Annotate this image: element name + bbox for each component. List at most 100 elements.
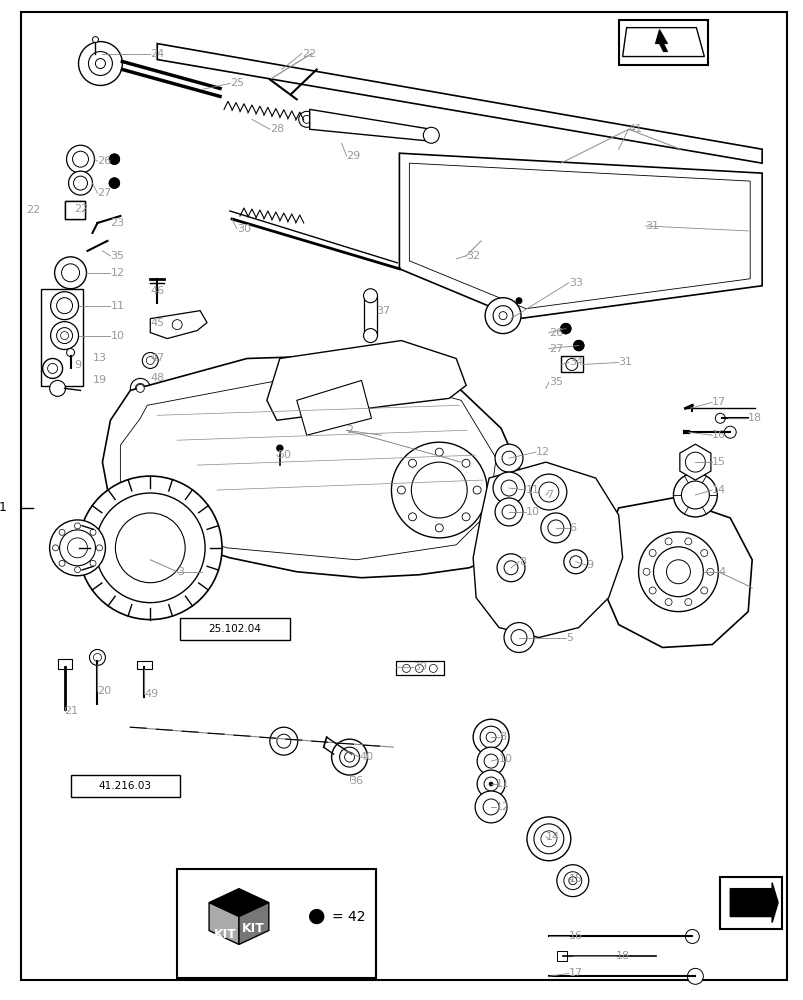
Text: 30: 30 [237,224,251,234]
Text: 19: 19 [92,375,107,385]
Circle shape [142,353,158,368]
Circle shape [116,513,185,583]
Circle shape [79,42,122,85]
Text: 9: 9 [75,360,82,370]
Text: 37: 37 [376,306,390,316]
Circle shape [90,529,96,535]
Text: 22: 22 [301,49,316,59]
Text: 40: 40 [359,752,373,762]
Text: 33: 33 [568,278,582,288]
Circle shape [59,560,65,566]
Text: = 42: = 42 [331,910,365,924]
Circle shape [556,865,588,897]
Text: 31: 31 [645,221,658,231]
Text: 9: 9 [585,560,592,570]
Circle shape [397,486,405,494]
Circle shape [666,560,690,584]
Circle shape [92,37,98,43]
Circle shape [391,442,487,538]
Bar [177,869,376,978]
Circle shape [496,554,524,582]
Circle shape [533,824,563,854]
Circle shape [75,567,80,573]
Text: 21: 21 [64,706,79,716]
Circle shape [472,486,480,494]
Text: 11: 11 [110,301,124,311]
Polygon shape [267,341,466,420]
Text: 15: 15 [711,457,725,467]
Text: 18: 18 [615,951,629,961]
Text: 17: 17 [568,968,582,978]
Circle shape [684,599,691,606]
Circle shape [573,341,583,351]
Circle shape [43,358,63,378]
Bar [180,618,289,640]
Text: 7: 7 [545,490,552,500]
Circle shape [492,472,524,504]
Text: 34: 34 [568,357,582,367]
Text: 25.102.04: 25.102.04 [208,624,261,634]
Polygon shape [102,356,522,578]
Circle shape [495,444,522,472]
Polygon shape [622,28,703,57]
Circle shape [50,380,66,396]
Text: 10: 10 [499,754,512,764]
Circle shape [96,59,105,68]
Text: 47: 47 [150,353,165,363]
Polygon shape [150,311,207,339]
Text: 10: 10 [110,331,124,341]
Circle shape [499,312,507,320]
Bar [719,877,781,929]
Text: 50: 50 [276,450,291,460]
Bar [71,775,180,797]
Text: 26: 26 [548,328,562,338]
Circle shape [276,445,283,451]
Circle shape [687,968,703,984]
Circle shape [724,426,736,438]
Text: 3: 3 [177,567,184,577]
Circle shape [573,341,583,351]
Circle shape [96,545,102,551]
Text: 2: 2 [346,425,353,435]
Text: 8: 8 [499,732,506,742]
Circle shape [475,791,507,823]
Circle shape [59,530,96,566]
Circle shape [664,599,671,606]
Circle shape [673,473,716,517]
Polygon shape [399,153,761,319]
Circle shape [434,524,442,532]
Circle shape [423,127,438,143]
Text: 23: 23 [110,218,124,228]
Bar [556,951,566,961]
Circle shape [715,413,724,423]
Circle shape [462,459,470,467]
Circle shape [109,154,119,164]
Circle shape [51,292,79,320]
Circle shape [339,747,359,767]
Circle shape [664,538,671,545]
Circle shape [411,462,467,518]
Circle shape [563,550,587,574]
Polygon shape [472,462,622,638]
Text: 14: 14 [545,832,560,842]
Text: 4: 4 [717,567,724,577]
Circle shape [68,171,92,195]
Circle shape [526,817,570,861]
Text: 31: 31 [618,357,632,367]
Circle shape [270,727,297,755]
Text: 10: 10 [525,507,540,517]
Circle shape [560,324,570,334]
Text: 11: 11 [525,485,540,495]
Text: 41: 41 [628,124,642,134]
Text: 5: 5 [565,633,572,643]
Polygon shape [209,889,268,917]
Circle shape [309,910,324,924]
Bar [618,20,707,65]
Circle shape [67,145,94,173]
Text: 49: 49 [144,689,158,699]
Polygon shape [309,109,430,141]
Bar [64,201,84,219]
Circle shape [67,538,88,558]
Circle shape [685,930,699,943]
Text: 15: 15 [568,874,582,884]
